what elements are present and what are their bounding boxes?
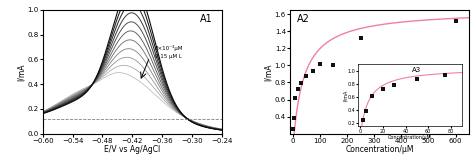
Point: [294, 88, 302, 91]
Text: A2: A2: [297, 14, 310, 24]
Point: [357, 37, 365, 39]
Point: [290, 117, 298, 120]
Point: [330, 63, 337, 66]
X-axis label: Concentration/μM: Concentration/μM: [346, 145, 414, 154]
Point: [297, 82, 305, 85]
Y-axis label: I/mA: I/mA: [17, 63, 26, 81]
Y-axis label: I/mA: I/mA: [264, 63, 273, 81]
Text: 0.15 μM L: 0.15 μM L: [155, 54, 182, 59]
Point: [310, 70, 317, 73]
Text: 8×10⁻³μM: 8×10⁻³μM: [155, 45, 183, 51]
Text: A1: A1: [201, 14, 213, 24]
Point: [452, 20, 459, 22]
Point: [292, 97, 299, 99]
Point: [290, 128, 297, 131]
Point: [302, 74, 310, 77]
X-axis label: E/V vs Ag/AgCl: E/V vs Ag/AgCl: [104, 145, 160, 154]
Point: [316, 62, 324, 65]
